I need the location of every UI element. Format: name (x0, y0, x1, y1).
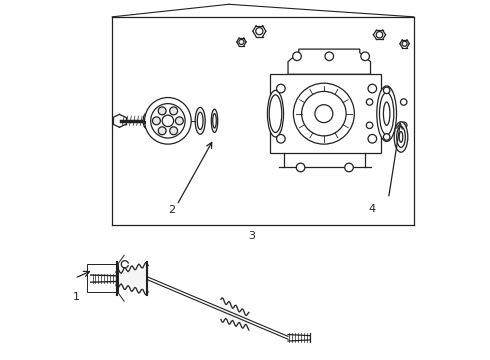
Text: 4: 4 (369, 204, 376, 214)
Ellipse shape (269, 95, 282, 132)
Circle shape (162, 115, 173, 127)
Ellipse shape (397, 127, 405, 147)
Text: 2: 2 (168, 206, 175, 216)
Circle shape (239, 40, 244, 44)
Circle shape (368, 84, 377, 93)
Circle shape (383, 134, 390, 140)
Circle shape (294, 83, 354, 144)
Circle shape (325, 52, 334, 60)
Circle shape (315, 105, 333, 123)
Circle shape (361, 52, 369, 60)
Circle shape (402, 41, 407, 46)
Text: 3: 3 (248, 231, 256, 240)
Ellipse shape (394, 122, 408, 152)
Circle shape (158, 107, 166, 115)
Bar (87, 264, 118, 292)
Circle shape (293, 52, 301, 60)
Circle shape (170, 107, 177, 115)
Ellipse shape (383, 102, 390, 125)
Circle shape (367, 99, 373, 105)
Ellipse shape (197, 112, 203, 130)
Ellipse shape (377, 86, 396, 141)
Circle shape (151, 104, 185, 138)
Circle shape (296, 163, 305, 172)
Circle shape (175, 117, 183, 125)
Circle shape (376, 32, 383, 38)
Circle shape (344, 163, 353, 172)
Circle shape (170, 127, 177, 135)
Circle shape (152, 117, 160, 125)
Ellipse shape (379, 93, 394, 135)
Ellipse shape (195, 107, 205, 134)
Polygon shape (270, 74, 381, 153)
Ellipse shape (399, 132, 403, 142)
Circle shape (400, 122, 407, 129)
Circle shape (145, 98, 191, 144)
Ellipse shape (268, 90, 284, 137)
Circle shape (383, 87, 390, 94)
Ellipse shape (143, 113, 149, 129)
Ellipse shape (211, 109, 218, 132)
Circle shape (302, 91, 346, 136)
Ellipse shape (213, 114, 216, 128)
Circle shape (276, 134, 285, 143)
Circle shape (367, 122, 373, 129)
Polygon shape (288, 49, 370, 74)
Text: 1: 1 (73, 292, 80, 302)
Circle shape (276, 84, 285, 93)
Ellipse shape (145, 118, 147, 124)
Circle shape (256, 28, 263, 35)
Circle shape (158, 127, 166, 135)
Circle shape (400, 99, 407, 105)
Circle shape (368, 134, 377, 143)
